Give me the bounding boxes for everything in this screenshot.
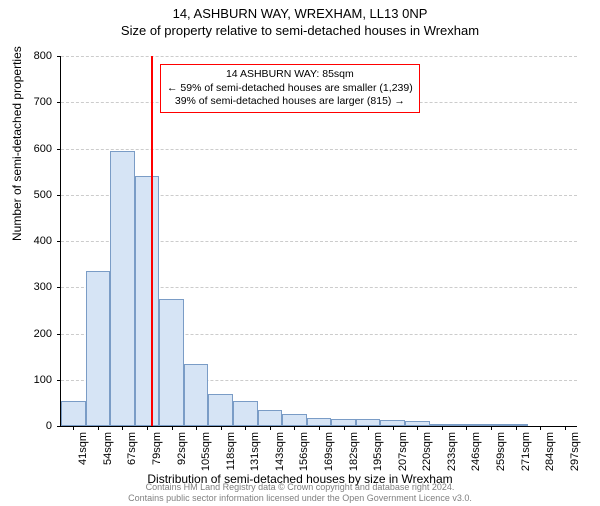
xtick-mark	[73, 426, 74, 430]
footer-line2: Contains public sector information licen…	[0, 493, 600, 504]
xtick-label: 92sqm	[176, 432, 188, 465]
xtick-label: 220sqm	[421, 432, 433, 471]
xtick-label: 131sqm	[249, 432, 261, 471]
xtick-label: 246sqm	[470, 432, 482, 471]
xtick-label: 105sqm	[200, 432, 212, 471]
footer-line1: Contains HM Land Registry data © Crown c…	[0, 482, 600, 493]
histogram-bar	[331, 419, 356, 426]
xtick-mark	[565, 426, 566, 430]
xtick-mark	[122, 426, 123, 430]
xtick-mark	[393, 426, 394, 430]
xtick-label: 284sqm	[544, 432, 556, 471]
footer: Contains HM Land Registry data © Crown c…	[0, 482, 600, 504]
xtick-mark	[270, 426, 271, 430]
histogram-bar	[159, 299, 184, 426]
chart-container: 14, ASHBURN WAY, WREXHAM, LL13 0NP Size …	[0, 6, 600, 506]
xtick-label: 297sqm	[569, 432, 581, 471]
ytick-label: 800	[22, 50, 52, 62]
ytick-mark	[57, 380, 61, 381]
xtick-mark	[172, 426, 173, 430]
gridline	[61, 56, 577, 57]
xtick-mark	[417, 426, 418, 430]
xtick-mark	[491, 426, 492, 430]
xtick-label: 67sqm	[126, 432, 138, 465]
ytick-mark	[57, 56, 61, 57]
histogram-bar	[61, 401, 86, 426]
histogram-bar	[307, 418, 332, 426]
ytick-mark	[57, 149, 61, 150]
xtick-label: 54sqm	[102, 432, 114, 465]
histogram-bar	[356, 419, 381, 426]
ytick-mark	[57, 241, 61, 242]
xtick-label: 118sqm	[225, 432, 237, 470]
xtick-label: 195sqm	[372, 432, 384, 471]
histogram-bar	[86, 271, 111, 426]
ytick-label: 200	[22, 328, 52, 340]
annotation-line1: 14 ASHBURN WAY: 85sqm	[167, 68, 413, 82]
ytick-label: 400	[22, 235, 52, 247]
property-marker-line	[151, 56, 153, 426]
ytick-label: 600	[22, 143, 52, 155]
xtick-mark	[294, 426, 295, 430]
xtick-mark	[196, 426, 197, 430]
title-main: 14, ASHBURN WAY, WREXHAM, LL13 0NP	[0, 6, 600, 21]
histogram-bar	[184, 364, 209, 426]
xtick-mark	[540, 426, 541, 430]
histogram-bar	[233, 401, 258, 426]
xtick-label: 79sqm	[151, 432, 163, 465]
ytick-label: 500	[22, 189, 52, 201]
xtick-mark	[245, 426, 246, 430]
xtick-mark	[98, 426, 99, 430]
xtick-label: 207sqm	[397, 432, 409, 471]
histogram-bar	[282, 414, 307, 426]
histogram-bar	[208, 394, 233, 426]
xtick-mark	[466, 426, 467, 430]
ytick-mark	[57, 102, 61, 103]
xtick-mark	[221, 426, 222, 430]
xtick-mark	[516, 426, 517, 430]
histogram-bar	[110, 151, 135, 426]
xtick-label: 233sqm	[446, 432, 458, 471]
xtick-label: 41sqm	[77, 432, 89, 465]
histogram-bar	[135, 176, 160, 426]
ytick-mark	[57, 334, 61, 335]
xtick-label: 271sqm	[520, 432, 532, 471]
annotation-line3: 39% of semi-detached houses are larger (…	[167, 95, 413, 109]
xtick-mark	[368, 426, 369, 430]
xtick-label: 182sqm	[348, 432, 360, 471]
xtick-mark	[147, 426, 148, 430]
xtick-mark	[344, 426, 345, 430]
title-sub: Size of property relative to semi-detach…	[0, 23, 600, 38]
xtick-label: 259sqm	[495, 432, 507, 471]
histogram-bar	[258, 410, 283, 426]
ytick-label: 300	[22, 281, 52, 293]
annotation-box: 14 ASHBURN WAY: 85sqm ← 59% of semi-deta…	[160, 64, 420, 113]
xtick-mark	[442, 426, 443, 430]
ytick-mark	[57, 426, 61, 427]
xtick-label: 169sqm	[323, 432, 335, 471]
ytick-label: 700	[22, 96, 52, 108]
ytick-mark	[57, 287, 61, 288]
ytick-mark	[57, 195, 61, 196]
ytick-label: 0	[22, 420, 52, 432]
gridline	[61, 149, 577, 150]
annotation-line2: ← 59% of semi-detached houses are smalle…	[167, 82, 413, 96]
xtick-label: 143sqm	[274, 432, 286, 471]
chart-area: 41sqm54sqm67sqm79sqm92sqm105sqm118sqm131…	[60, 56, 576, 426]
xtick-label: 156sqm	[298, 432, 310, 471]
ytick-label: 100	[22, 374, 52, 386]
xtick-mark	[319, 426, 320, 430]
